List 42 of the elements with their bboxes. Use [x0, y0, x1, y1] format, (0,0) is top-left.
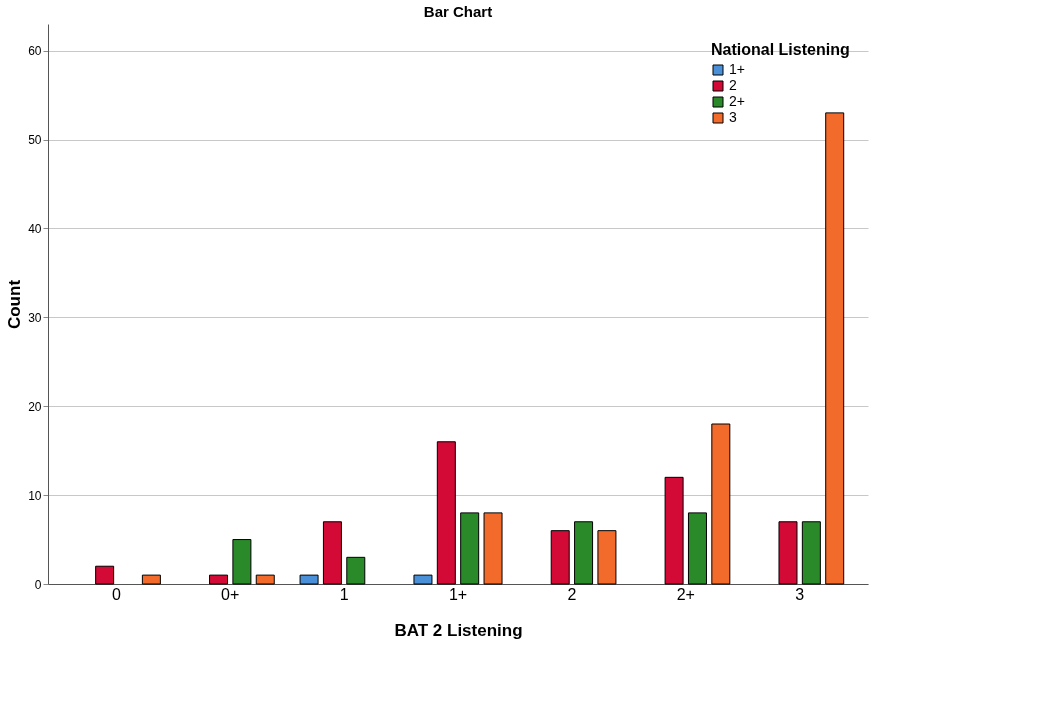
bar [550, 530, 570, 585]
y-tick-label: 30 [28, 310, 42, 325]
x-tick-label: 0 [111, 585, 121, 603]
legend-label: 3 [729, 109, 737, 125]
bar [95, 565, 115, 585]
y-tick-label: 40 [28, 221, 42, 236]
y-tick-label: 50 [28, 133, 42, 148]
bar [711, 423, 731, 585]
bar [801, 521, 821, 585]
bar [483, 512, 503, 585]
y-axis-title: Count [5, 279, 25, 330]
bar [574, 521, 594, 585]
bar [299, 574, 319, 585]
x-axis-title: BAT 2 Listening [394, 620, 523, 640]
bar [232, 539, 252, 585]
bar [322, 521, 342, 585]
bar [436, 441, 456, 585]
legend-title: National Listening [711, 41, 850, 58]
bar [460, 512, 480, 585]
bar [825, 112, 845, 585]
bar [141, 574, 161, 585]
x-tick-label: 1 [339, 585, 349, 603]
x-tick-label: 3 [795, 585, 805, 603]
x-tick-label: 1+ [448, 585, 468, 603]
legend-label: 1+ [729, 61, 745, 77]
bar [597, 530, 617, 585]
bar [687, 512, 707, 585]
bar [346, 556, 366, 585]
legend-label: 2+ [729, 93, 745, 109]
bar [778, 521, 798, 585]
y-tick-label: 60 [28, 44, 42, 59]
x-tick-label: 2+ [676, 585, 695, 603]
x-tick-label: 2 [567, 585, 577, 603]
legend-label: 2 [729, 77, 737, 93]
bar [664, 476, 684, 585]
x-tick-label: 0+ [221, 585, 240, 603]
y-tick-label: 20 [28, 399, 42, 414]
bar [209, 574, 229, 585]
bar [255, 574, 275, 585]
bar [413, 574, 433, 585]
y-tick-label: 10 [28, 488, 42, 503]
chart-title: Bar Chart [423, 3, 493, 20]
